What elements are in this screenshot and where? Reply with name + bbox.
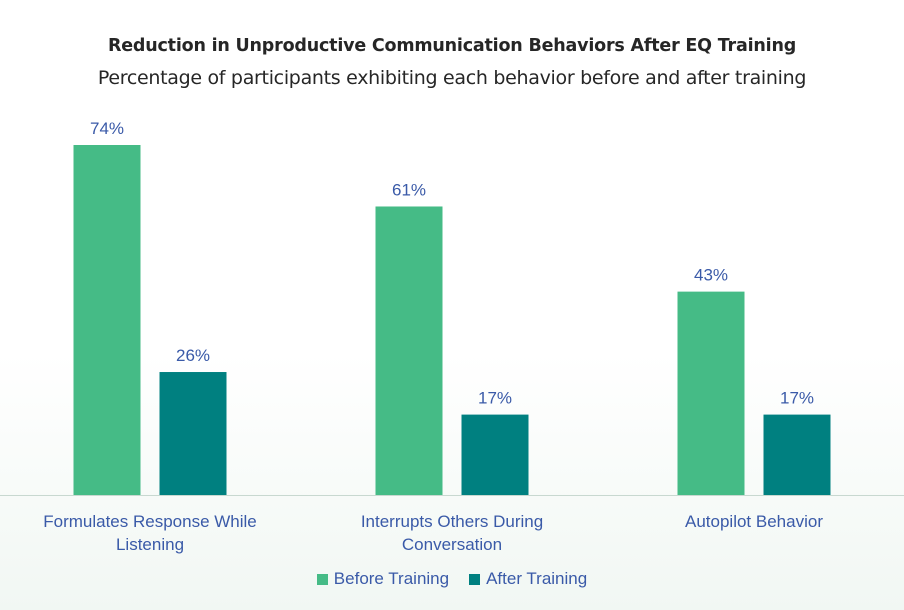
legend-item-before: Before Training [316, 569, 450, 589]
legend-swatch-before [316, 573, 328, 585]
legend-label-after: After Training [486, 569, 588, 588]
legend-item-after: After Training [469, 569, 587, 589]
data-label-after-autopilot: 17% [780, 389, 814, 408]
category-label-line: Listening [115, 535, 185, 554]
data-label-before-autopilot: 43% [694, 266, 728, 285]
bar-before-formulates-response [73, 145, 141, 495]
category-label-autopilot: Autopilot Behavior [604, 510, 904, 533]
category-label-formulates-response: Formulates Response While Listening [0, 510, 300, 556]
chart-legend: Before Training After Training [0, 569, 904, 589]
bar-after-interrupts-others [461, 414, 529, 495]
legend-swatch-after [469, 573, 481, 585]
bar-after-autopilot [763, 414, 831, 495]
category-label-line: Interrupts Others During [360, 512, 544, 531]
chart-title: Reduction in Unproductive Communication … [107, 36, 797, 56]
bar-before-interrupts-others [375, 206, 443, 495]
chart-subtitle: Percentage of participants exhibiting ea… [97, 67, 807, 89]
legend-label-before: Before Training [333, 569, 450, 588]
data-label-after-formulates-response: 26% [176, 346, 210, 365]
bar-before-autopilot [677, 291, 745, 495]
data-label-before-interrupts-others: 61% [392, 180, 426, 199]
category-label-line: Conversation [401, 535, 503, 554]
category-label-interrupts-others: Interrupts Others During Conversation [302, 510, 602, 556]
bar-after-formulates-response [159, 372, 227, 495]
category-label-line: Autopilot Behavior [685, 512, 823, 531]
data-label-after-interrupts-others: 17% [478, 389, 512, 408]
category-label-line: Formulates Response While [43, 512, 257, 531]
data-label-before-formulates-response: 74% [90, 119, 124, 138]
